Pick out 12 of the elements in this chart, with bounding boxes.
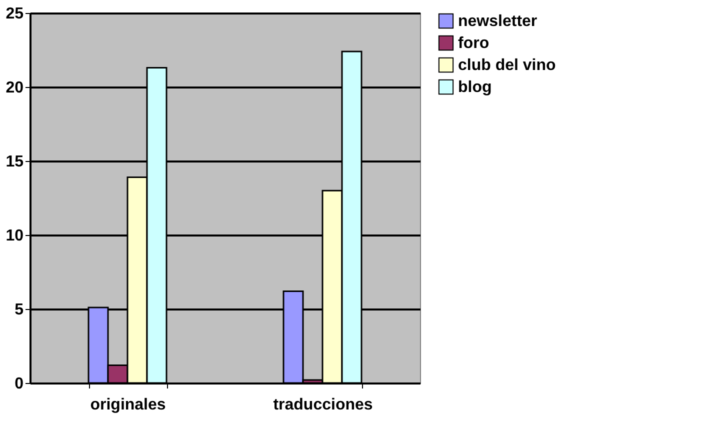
legend-label: club del vino [458, 57, 556, 74]
x-tick-label: originales [90, 396, 166, 414]
legend-label: newsletter [458, 13, 538, 30]
y-tick-label: 20 [6, 80, 24, 96]
x-tick-label: traducciones [273, 396, 373, 414]
y-tick-label: 25 [6, 6, 24, 22]
legend-label: blog [458, 79, 492, 96]
y-tick-label: 10 [6, 228, 24, 244]
legend-label: foro [458, 35, 490, 52]
y-tick-label: 15 [6, 154, 24, 170]
y-tick-label: 0 [14, 376, 24, 392]
y-tick-label: 5 [14, 302, 24, 318]
